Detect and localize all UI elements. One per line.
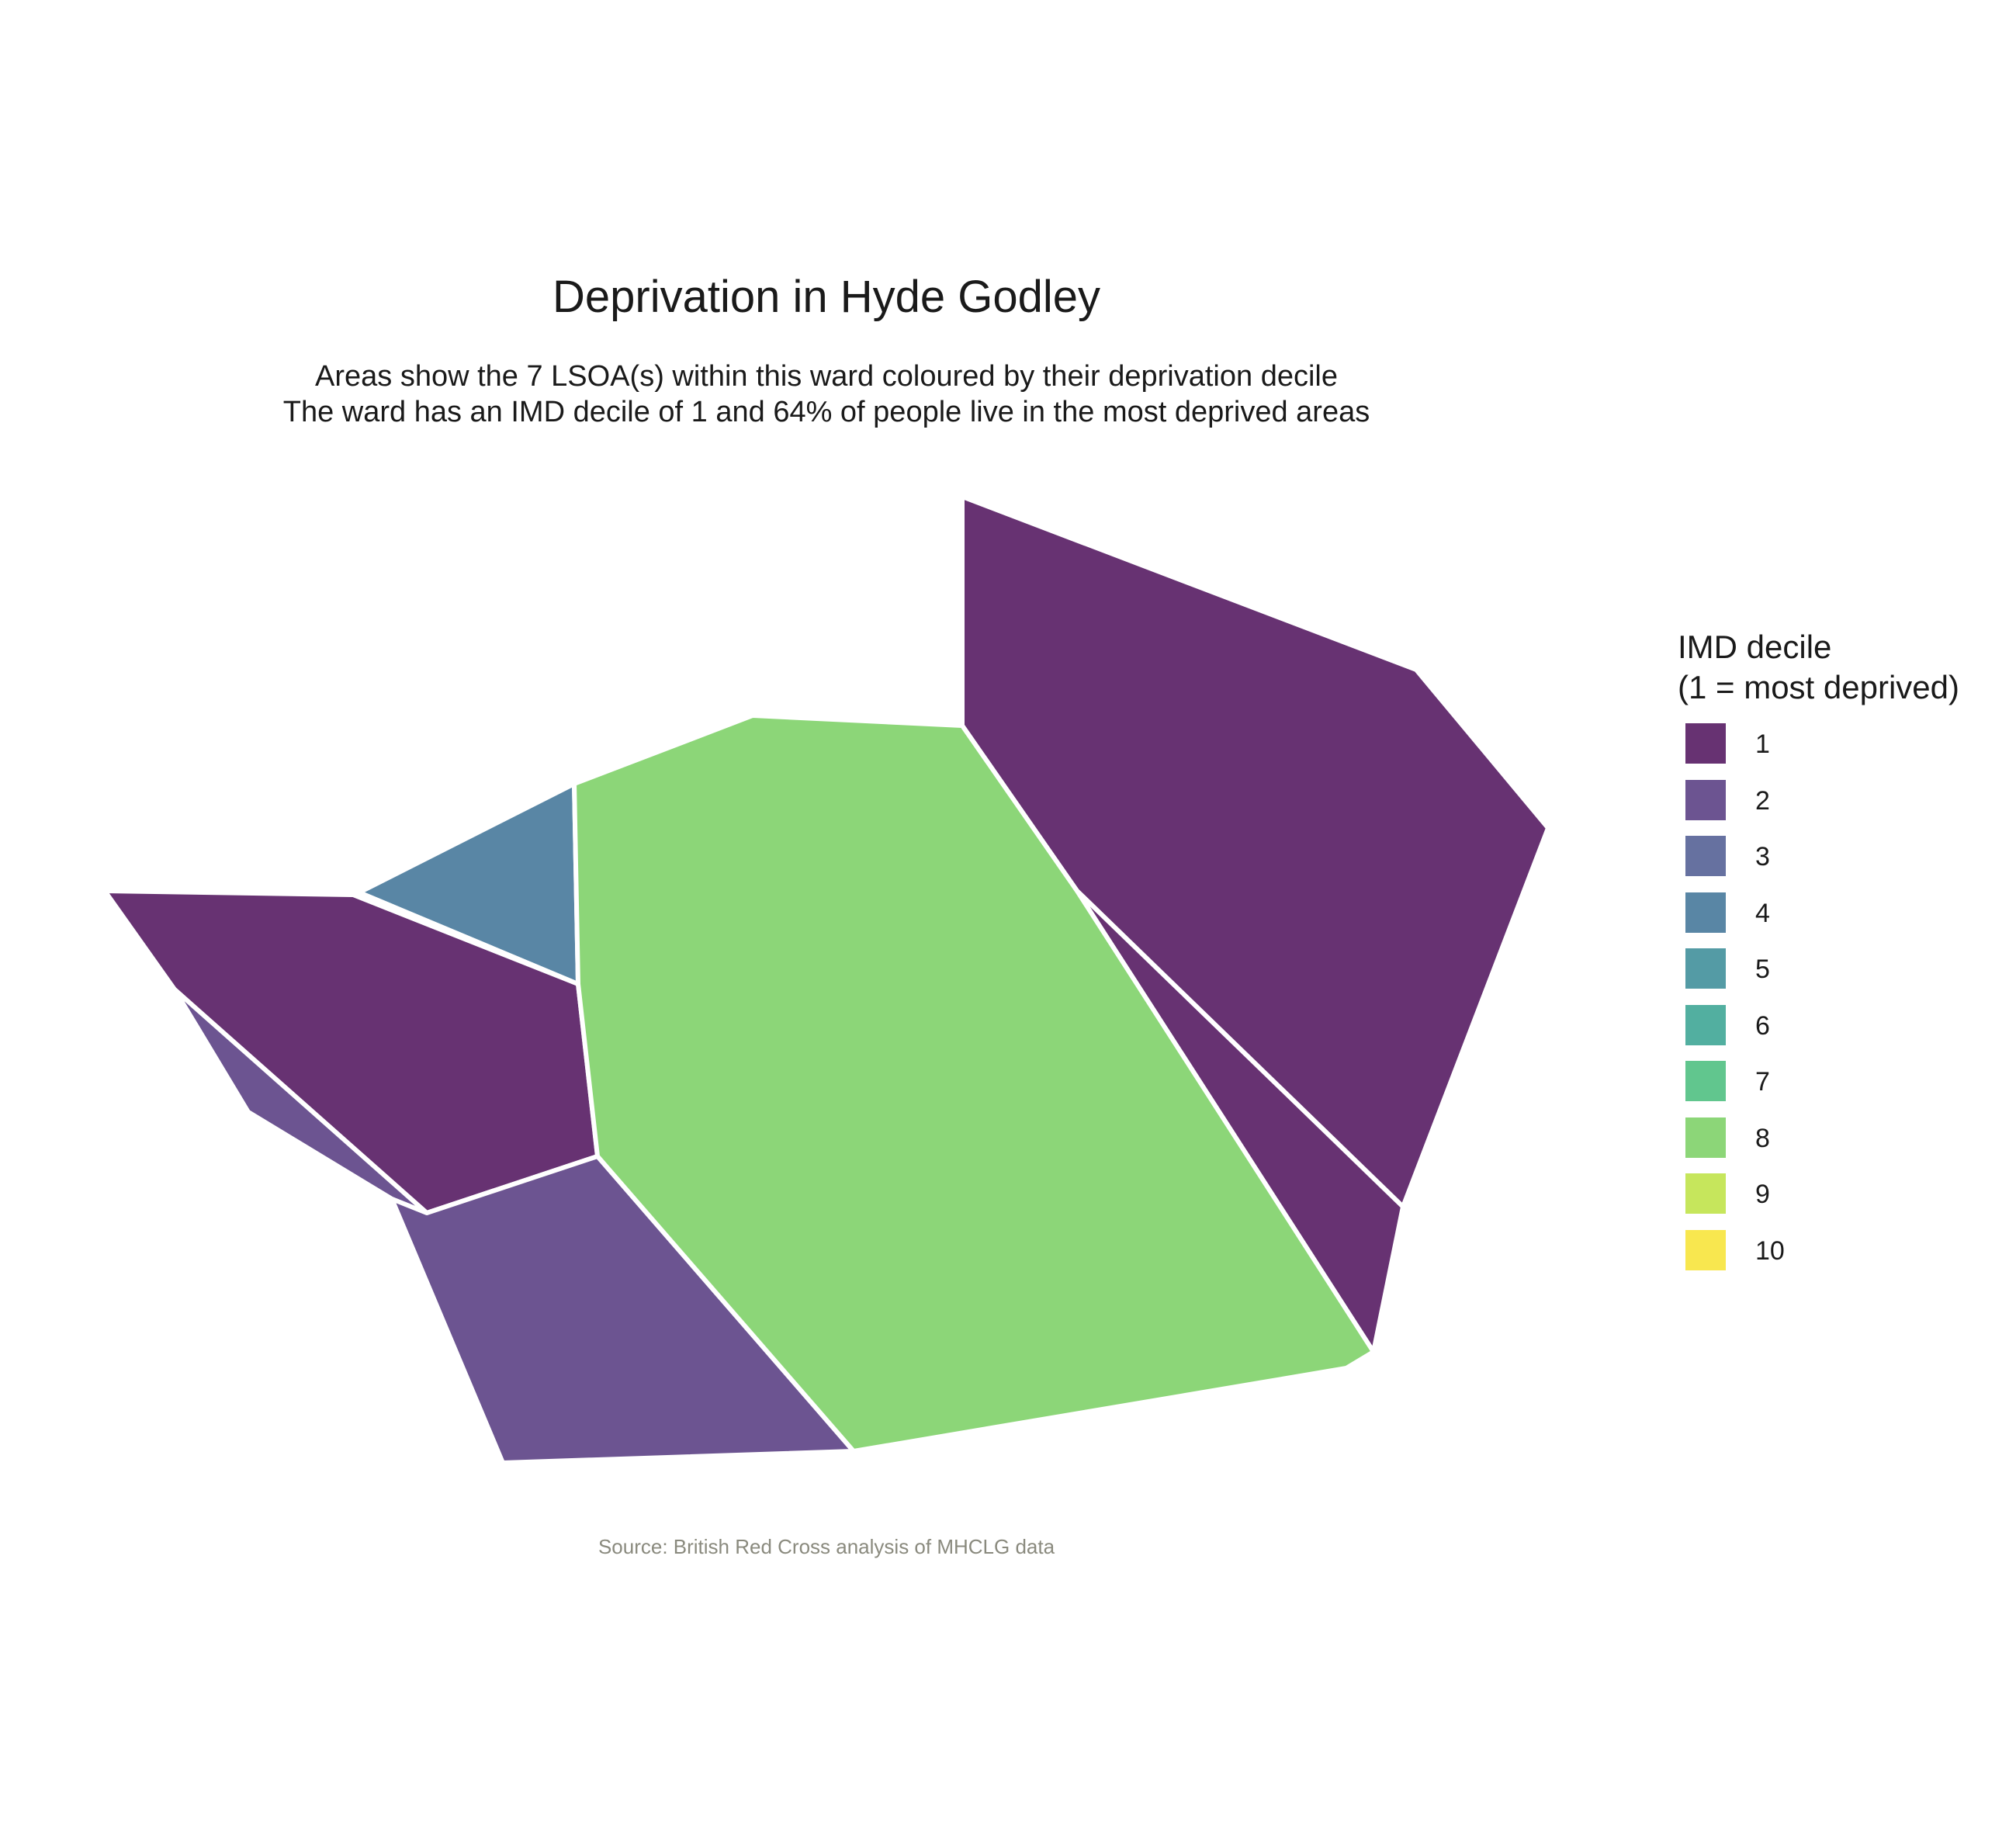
- legend-item: 10: [1678, 1229, 1959, 1287]
- legend-label: 8: [1755, 1123, 1770, 1153]
- legend-label: 1: [1755, 729, 1770, 759]
- legend-title: IMD decile (1 = most deprived): [1678, 627, 1959, 708]
- legend-title-line1: IMD decile: [1678, 629, 1832, 665]
- legend-label: 10: [1755, 1235, 1785, 1266]
- legend-item: 2: [1678, 779, 1959, 837]
- legend-label: 2: [1755, 785, 1770, 816]
- chart-subtitle-line2: The ward has an IMD decile of 1 and 64% …: [282, 396, 1370, 428]
- lsoa-area: [572, 713, 1376, 1454]
- legend-item: 4: [1678, 892, 1959, 949]
- legend-swatch: [1685, 1004, 1726, 1045]
- legend-item: 1: [1678, 723, 1959, 780]
- legend-swatch: [1685, 779, 1726, 820]
- legend-item: 8: [1678, 1117, 1959, 1174]
- legend-swatch: [1685, 1061, 1726, 1101]
- legend-label: 4: [1755, 898, 1770, 928]
- legend-label: 9: [1755, 1180, 1770, 1209]
- chart-subtitle-line1: Areas show the 7 LSOA(s) within this war…: [315, 360, 1338, 393]
- legend-swatch: [1685, 1117, 1726, 1158]
- legend-label: 5: [1755, 955, 1770, 984]
- source-caption: Source: British Red Cross analysis of MH…: [598, 1535, 1055, 1558]
- legend-label: 6: [1755, 1010, 1770, 1041]
- legend-swatch: [1685, 1229, 1726, 1270]
- legend-label: 3: [1755, 842, 1770, 871]
- legend: IMD decile (1 = most deprived) 1 2 3 4 5 6 7 8 9…: [1678, 627, 1959, 1286]
- legend-item: 5: [1678, 948, 1959, 1005]
- legend-swatch: [1685, 1173, 1726, 1214]
- legend-item: 7: [1678, 1061, 1959, 1117]
- legend-item: 6: [1678, 1004, 1959, 1062]
- legend-item: 3: [1678, 836, 1959, 892]
- legend-swatch: [1685, 723, 1726, 764]
- legend-swatch: [1685, 948, 1726, 989]
- chart-title: Deprivation in Hyde Godley: [552, 272, 1101, 322]
- legend-swatch: [1685, 836, 1726, 876]
- legend-swatch: [1685, 892, 1726, 933]
- legend-items: 1 2 3 4 5 6 7 8 9 10: [1678, 723, 1959, 1286]
- legend-title-line2: (1 = most deprived): [1678, 669, 1959, 705]
- legend-item: 9: [1678, 1173, 1959, 1230]
- legend-label: 7: [1755, 1067, 1770, 1097]
